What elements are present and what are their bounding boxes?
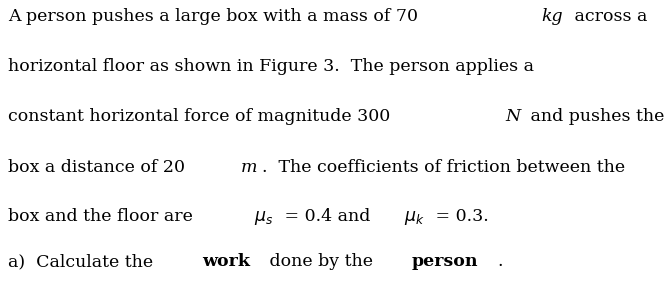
Text: = 0.4 and: = 0.4 and	[279, 207, 376, 225]
Text: and pushes the: and pushes the	[525, 108, 665, 126]
Text: N: N	[505, 108, 521, 126]
Text: work: work	[202, 253, 250, 271]
Text: A person pushes a large box with a mass of 70: A person pushes a large box with a mass …	[8, 8, 422, 25]
Text: = 0.3.: = 0.3.	[430, 207, 489, 225]
Text: horizontal floor as shown in Figure 3.  The person applies a: horizontal floor as shown in Figure 3. T…	[8, 58, 534, 75]
Text: constant horizontal force of magnitude 300: constant horizontal force of magnitude 3…	[8, 108, 394, 126]
Text: a)  Calculate the: a) Calculate the	[8, 253, 159, 271]
Text: $\mu_k$: $\mu_k$	[404, 208, 424, 226]
Text: .: .	[498, 253, 503, 271]
Text: box and the floor are: box and the floor are	[8, 207, 198, 225]
Text: done by the: done by the	[264, 253, 379, 271]
Text: $\mu_s$: $\mu_s$	[253, 208, 273, 226]
Text: .  The coefficients of friction between the: . The coefficients of friction between t…	[262, 159, 625, 176]
Text: m: m	[241, 159, 257, 176]
Text: box a distance of 20: box a distance of 20	[8, 159, 188, 176]
Text: across a: across a	[569, 8, 648, 25]
Text: person: person	[412, 253, 479, 271]
Text: kg: kg	[541, 8, 563, 25]
